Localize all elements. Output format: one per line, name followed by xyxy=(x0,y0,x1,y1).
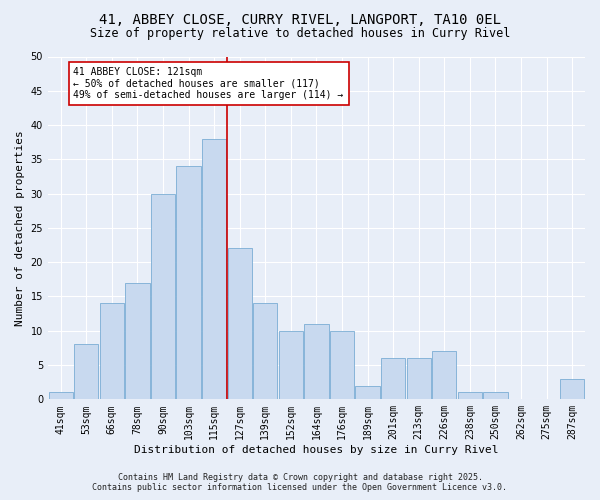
Bar xyxy=(355,386,380,400)
Bar xyxy=(330,331,354,400)
Bar xyxy=(176,166,201,400)
Text: 41, ABBEY CLOSE, CURRY RIVEL, LANGPORT, TA10 0EL: 41, ABBEY CLOSE, CURRY RIVEL, LANGPORT, … xyxy=(99,12,501,26)
Bar xyxy=(484,392,508,400)
Bar xyxy=(304,324,329,400)
Bar xyxy=(253,304,277,400)
Bar xyxy=(74,344,98,400)
Bar xyxy=(458,392,482,400)
Bar xyxy=(202,139,226,400)
Bar xyxy=(125,283,149,400)
Text: 41 ABBEY CLOSE: 121sqm
← 50% of detached houses are smaller (117)
49% of semi-de: 41 ABBEY CLOSE: 121sqm ← 50% of detached… xyxy=(73,67,344,100)
Bar xyxy=(381,358,406,400)
Bar xyxy=(407,358,431,400)
Bar xyxy=(560,379,584,400)
Text: Contains HM Land Registry data © Crown copyright and database right 2025.
Contai: Contains HM Land Registry data © Crown c… xyxy=(92,473,508,492)
Bar xyxy=(227,248,252,400)
Y-axis label: Number of detached properties: Number of detached properties xyxy=(15,130,25,326)
X-axis label: Distribution of detached houses by size in Curry Rivel: Distribution of detached houses by size … xyxy=(134,445,499,455)
Bar xyxy=(100,304,124,400)
Bar xyxy=(432,352,457,400)
Bar xyxy=(151,194,175,400)
Text: Size of property relative to detached houses in Curry Rivel: Size of property relative to detached ho… xyxy=(90,28,510,40)
Bar xyxy=(49,392,73,400)
Bar xyxy=(279,331,303,400)
